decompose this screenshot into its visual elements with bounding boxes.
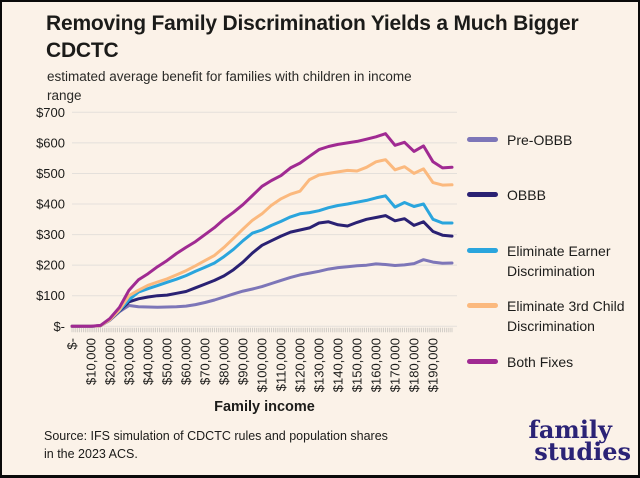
x-axis-labels: $- $10,000 $20,000 $30,000 $40,000 $50,000 $60… xyxy=(65,338,441,392)
x-tick-label: $90,000 xyxy=(236,338,251,385)
x-tick-label: $40,000 xyxy=(141,338,156,385)
x-tick-label: $150,000 xyxy=(350,338,365,392)
logo-line-2: studies xyxy=(534,437,631,467)
y-tick-label: $400 xyxy=(36,197,65,212)
legend-item-both-fixes: Both Fixes xyxy=(467,352,633,372)
legend-label: OBBB xyxy=(507,187,546,203)
legend-item-obbb: OBBB xyxy=(467,185,633,205)
y-tick-label: $100 xyxy=(36,288,65,303)
x-tick-label: $140,000 xyxy=(331,338,346,392)
y-tick-label: $200 xyxy=(36,258,65,273)
series-line-both-fixes xyxy=(70,132,454,328)
x-tick-label: $80,000 xyxy=(217,338,232,385)
legend-item-eliminate-earner: Eliminate Earner Discrimination xyxy=(467,241,633,282)
legend-label: Pre-OBBB xyxy=(507,132,573,148)
x-tick-label: $70,000 xyxy=(198,338,213,385)
chart-title: Removing Family Discrimination Yields a … xyxy=(46,12,579,63)
x-tick-label: $130,000 xyxy=(312,338,327,392)
x-tick-label: $30,000 xyxy=(122,338,137,385)
series-line-eliminate-3rd-child-discrimination xyxy=(70,158,454,328)
x-tick-label: $190,000 xyxy=(426,338,441,392)
y-tick-label: $600 xyxy=(36,135,65,150)
x-tick-label: $20,000 xyxy=(103,338,118,385)
legend-item-pre-obbb: Pre-OBBB xyxy=(467,130,633,150)
x-tick-label: $160,000 xyxy=(369,338,384,392)
legend-item-eliminate-3rd-child: Eliminate 3rd Child Discrimination xyxy=(467,296,633,337)
line-chart: $-$100$200$300$400$500$600$700$- $10,000 $… xyxy=(36,105,457,415)
chart-subtitle: estimated average benefit for families w… xyxy=(47,69,412,103)
x-tick-label: $50,000 xyxy=(160,338,175,385)
legend-swatch-eliminate-earner xyxy=(467,248,498,253)
x-tick-label: $60,000 xyxy=(179,338,194,385)
legend-swatch-both-fixes xyxy=(467,359,498,364)
series-line-pre-obbb xyxy=(70,258,454,328)
y-tick-label: $- xyxy=(53,319,65,334)
legend-swatch-obbb xyxy=(467,192,498,197)
legend-label: Eliminate 3rd Child Discrimination xyxy=(507,298,625,335)
chart-legend: Pre-OBBB OBBB Eliminate Earner Discrimin… xyxy=(467,2,638,402)
x-axis-title: Family income xyxy=(214,399,315,415)
y-axis-labels: $- $100 $200 $300 $400 $500 $600 $700 xyxy=(36,105,65,334)
x-tick-label: $10,000 xyxy=(84,338,99,385)
legend-swatch-pre-obbb xyxy=(467,137,498,142)
legend-label: Eliminate Earner Discrimination xyxy=(507,243,611,280)
y-tick-label: $700 xyxy=(36,105,65,120)
x-minor-ticks xyxy=(71,327,453,333)
x-tick-label: $110,000 xyxy=(274,338,289,391)
x-tick-label: $120,000 xyxy=(293,338,308,392)
legend-label: Both Fixes xyxy=(507,354,574,370)
y-tick-label: $500 xyxy=(36,166,65,181)
y-tick-label: $300 xyxy=(36,227,65,242)
series-line-obbb xyxy=(70,214,454,328)
x-tick-label: $100,000 xyxy=(255,338,270,392)
x-tick-label: $180,000 xyxy=(407,338,422,392)
series-line-eliminate-earner-discrimination xyxy=(70,194,454,328)
family-studies-logo: family studies xyxy=(528,415,631,467)
x-tick-label: $- xyxy=(65,338,80,350)
legend-swatch-eliminate-3rd-child xyxy=(467,303,498,308)
x-tick-label: $170,000 xyxy=(388,338,403,392)
source-note: Source: IFS simulation of CDCTC rules an… xyxy=(44,429,388,461)
logo-line-1: family xyxy=(528,415,612,444)
